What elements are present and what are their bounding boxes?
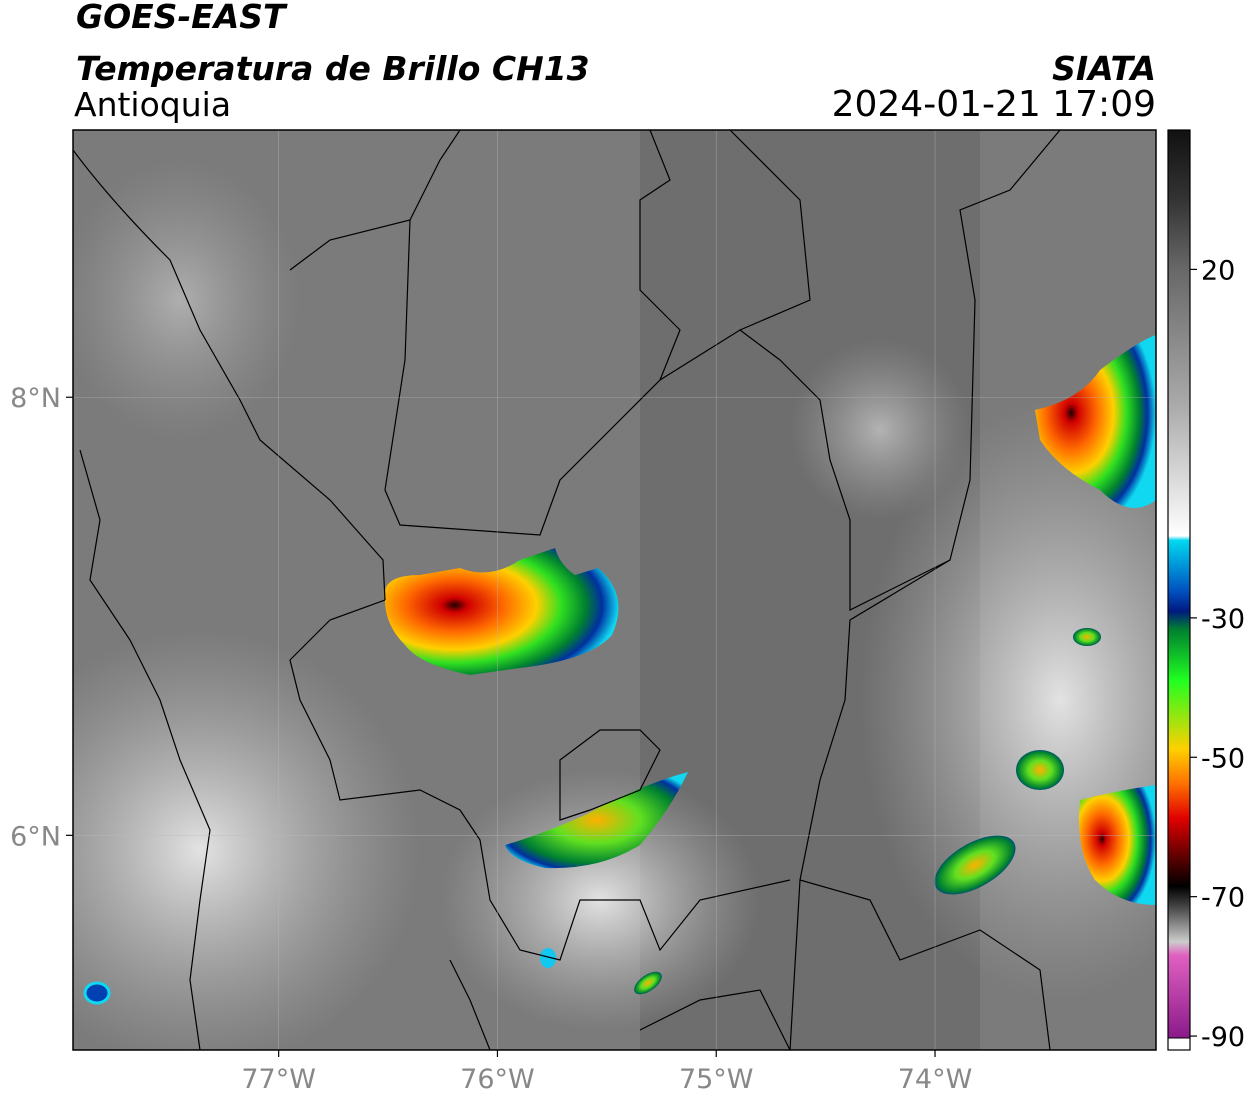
map-frame — [72, 129, 1157, 1051]
storm-cell — [1079, 785, 1156, 905]
storm-cell — [1073, 628, 1101, 646]
admin-border — [659, 130, 811, 381]
admin-border — [289, 599, 791, 961]
cloud — [73, 630, 420, 1050]
colorbar-extension — [1167, 1037, 1191, 1051]
colorbar — [1168, 130, 1190, 1038]
colorbar-tick-label: -50 — [1201, 743, 1245, 774]
title: GOES-EAST — [76, 0, 288, 36]
admin-border — [384, 130, 681, 536]
admin-border — [449, 959, 791, 1050]
storm-cell — [1016, 750, 1064, 790]
grid — [73, 130, 1156, 1050]
colorbar-tick-label: -30 — [1201, 604, 1245, 635]
admin-border — [799, 879, 1051, 1050]
admin-border — [789, 559, 951, 1050]
y-tick-label: 8°N — [10, 383, 61, 414]
cloud — [790, 340, 970, 520]
colorbar-frame — [1167, 129, 1191, 1051]
storm-cell — [934, 835, 1016, 895]
y-tick-label: 6°N — [10, 821, 61, 852]
cloud — [860, 400, 1156, 1000]
colorbar-tick-label: 20 — [1201, 255, 1235, 286]
cloud — [73, 160, 300, 440]
storm-cell — [505, 772, 688, 869]
storm-cell — [384, 548, 619, 675]
storm-cell — [634, 971, 662, 995]
satellite-image — [73, 130, 1156, 1050]
source: SIATA — [1052, 49, 1156, 88]
storm-cell — [83, 981, 111, 1005]
admin-border — [559, 729, 661, 821]
x-tick-label: 76°W — [460, 1064, 535, 1095]
region: Antioquia — [74, 85, 231, 124]
storm-cell — [540, 948, 556, 968]
admin-border — [739, 130, 1061, 611]
datetime: 2024-01-21 17:09 — [832, 84, 1156, 125]
colorbar-tick-label: -90 — [1201, 1022, 1245, 1053]
admin-border — [79, 449, 211, 1050]
colorbar-tick-label: -70 — [1201, 883, 1245, 914]
coastline — [73, 149, 386, 601]
storm-cell — [1035, 335, 1156, 508]
x-tick-label: 75°W — [679, 1064, 754, 1095]
subtitle: Temperatura de Brillo CH13 — [76, 49, 590, 88]
x-tick-label: 77°W — [241, 1064, 316, 1095]
x-tick-label: 74°W — [898, 1064, 973, 1095]
